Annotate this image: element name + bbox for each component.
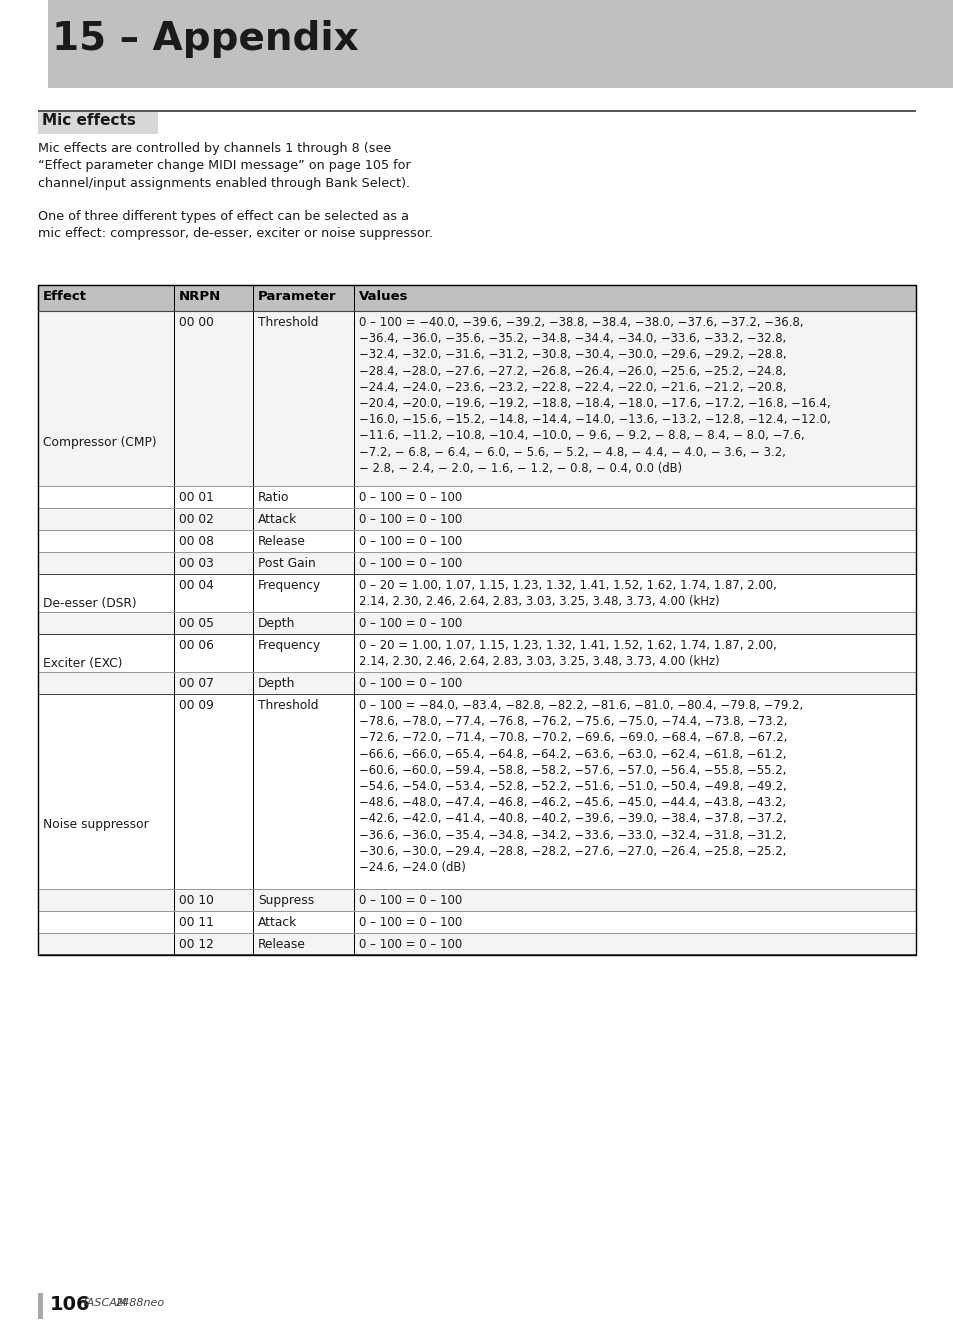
Bar (38, 612, 915, 633)
Text: Compressor (CMP): Compressor (CMP) (43, 437, 156, 449)
Text: Suppress: Suppress (258, 894, 314, 907)
Bar (38, 933, 915, 955)
Text: De-esser (DSR): De-esser (DSR) (43, 597, 136, 611)
Text: Frequency: Frequency (258, 639, 321, 652)
Text: 0 – 100 = −84.0, −83.4, −82.8, −82.2, −81.6, −81.0, −80.4, −79.8, −79.2,
−78.6, : 0 – 100 = −84.0, −83.4, −82.8, −82.2, −8… (358, 699, 802, 874)
Text: 0 – 100 = 0 – 100: 0 – 100 = 0 – 100 (358, 491, 462, 503)
Text: 00 11: 00 11 (179, 916, 213, 929)
Text: 00 07: 00 07 (179, 678, 213, 690)
Text: Parameter: Parameter (258, 291, 336, 303)
Bar (0, 0, 48, 88)
Text: Mic effects are controlled by channels 1 through 8 (see
“Effect parameter change: Mic effects are controlled by channels 1… (38, 142, 411, 190)
Text: Threshold: Threshold (258, 699, 318, 712)
Text: 0 – 100 = 0 – 100: 0 – 100 = 0 – 100 (358, 513, 462, 526)
Text: Values: Values (358, 291, 408, 303)
Bar (38, 112, 158, 134)
Text: Attack: Attack (258, 916, 297, 929)
Text: 00 12: 00 12 (179, 939, 213, 951)
Text: 106: 106 (50, 1295, 91, 1314)
Text: Post Gain: Post Gain (258, 557, 315, 570)
Bar (38, 285, 915, 955)
Text: 0 – 20 = 1.00, 1.07, 1.15, 1.23, 1.32, 1.41, 1.52, 1.62, 1.74, 1.87, 2.00,
2.14,: 0 – 20 = 1.00, 1.07, 1.15, 1.23, 1.32, 1… (358, 578, 776, 608)
Bar (38, 574, 915, 612)
Text: 00 08: 00 08 (179, 536, 213, 548)
Text: Noise suppressor: Noise suppressor (43, 818, 149, 832)
Text: 0 – 100 = −40.0, −39.6, −39.2, −38.8, −38.4, −38.0, −37.6, −37.2, −36.8,
−36.4, : 0 – 100 = −40.0, −39.6, −39.2, −38.8, −3… (358, 316, 830, 475)
Text: 00 04: 00 04 (179, 578, 213, 592)
Bar (38, 1293, 43, 1319)
Bar (38, 486, 915, 507)
Text: 00 01: 00 01 (179, 491, 213, 503)
Text: NRPN: NRPN (179, 291, 221, 303)
Text: Attack: Attack (258, 513, 297, 526)
Bar (38, 552, 915, 574)
Text: 2488neo: 2488neo (116, 1297, 165, 1308)
Text: 0 – 100 = 0 – 100: 0 – 100 = 0 – 100 (358, 536, 462, 548)
Bar (38, 633, 915, 672)
Bar (38, 507, 915, 530)
Bar (38, 911, 915, 933)
Bar (38, 530, 915, 552)
Text: 0 – 20 = 1.00, 1.07, 1.15, 1.23, 1.32, 1.41, 1.52, 1.62, 1.74, 1.87, 2.00,
2.14,: 0 – 20 = 1.00, 1.07, 1.15, 1.23, 1.32, 1… (358, 639, 776, 668)
Text: 0 – 100 = 0 – 100: 0 – 100 = 0 – 100 (358, 894, 462, 907)
Text: Threshold: Threshold (258, 316, 318, 329)
Text: 0 – 100 = 0 – 100: 0 – 100 = 0 – 100 (358, 939, 462, 951)
Bar (38, 694, 915, 889)
Text: 00 02: 00 02 (179, 513, 213, 526)
Text: Release: Release (258, 939, 306, 951)
Text: TASCAM: TASCAM (82, 1297, 128, 1308)
Text: 00 06: 00 06 (179, 639, 213, 652)
Text: Mic effects: Mic effects (42, 112, 135, 129)
Bar (38, 110, 915, 111)
Text: 00 00: 00 00 (179, 316, 213, 329)
Bar (38, 672, 915, 694)
Text: 0 – 100 = 0 – 100: 0 – 100 = 0 – 100 (358, 916, 462, 929)
Bar (38, 889, 915, 911)
Text: Frequency: Frequency (258, 578, 321, 592)
Text: 0 – 100 = 0 – 100: 0 – 100 = 0 – 100 (358, 557, 462, 570)
Text: 0 – 100 = 0 – 100: 0 – 100 = 0 – 100 (358, 678, 462, 690)
Text: Depth: Depth (258, 678, 295, 690)
Bar (0, 0, 953, 88)
Text: 00 10: 00 10 (179, 894, 213, 907)
Text: 0 – 100 = 0 – 100: 0 – 100 = 0 – 100 (358, 617, 462, 631)
Text: Exciter (EXC): Exciter (EXC) (43, 657, 122, 671)
Text: Effect: Effect (43, 291, 87, 303)
Bar (38, 311, 915, 486)
Text: Release: Release (258, 536, 306, 548)
Text: Ratio: Ratio (258, 491, 290, 503)
Text: Depth: Depth (258, 617, 295, 631)
Text: 00 09: 00 09 (179, 699, 213, 712)
Bar (38, 285, 915, 311)
Text: One of three different types of effect can be selected as a
mic effect: compress: One of three different types of effect c… (38, 210, 433, 241)
Text: 15 – Appendix: 15 – Appendix (52, 20, 358, 58)
Text: 00 03: 00 03 (179, 557, 213, 570)
Text: 00 05: 00 05 (179, 617, 213, 631)
